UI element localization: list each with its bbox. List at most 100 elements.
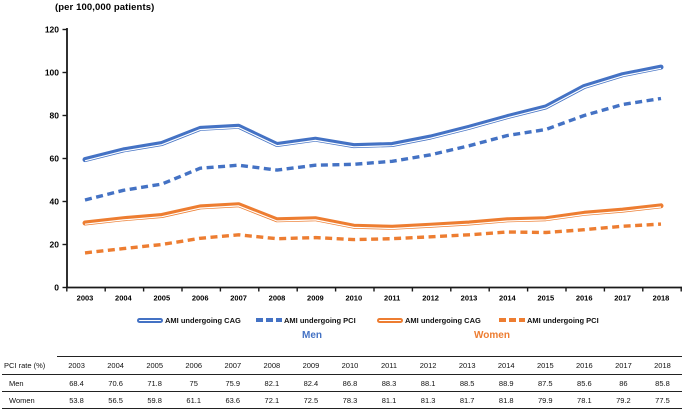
y-axis-tick-label: 80 xyxy=(50,111,60,121)
y-axis-tick-label: 40 xyxy=(50,197,60,207)
legend-group-women: Women xyxy=(474,330,510,341)
table-year-header: 2017 xyxy=(603,356,643,375)
series-line-men-cag xyxy=(82,64,664,163)
x-axis-year-label: 2014 xyxy=(499,294,517,303)
legend-group-men: Men xyxy=(302,330,322,341)
table-cell: 78.1 xyxy=(564,391,604,409)
x-axis-year-label: 2013 xyxy=(461,294,478,303)
table-cell: 88.9 xyxy=(486,374,526,392)
x-axis-year-label: 2010 xyxy=(345,294,362,303)
y-axis-tick-label: 120 xyxy=(45,25,59,35)
table-cell: 81.1 xyxy=(369,391,409,409)
trend-line-chart: 0 20 40 60 80 100 120 2003 2004 2005 2006 2007 2008 2… xyxy=(45,25,682,303)
table-cell: 71.8 xyxy=(135,374,175,392)
x-axis-year-label: 2016 xyxy=(576,294,593,303)
dashed-line-marker-icon xyxy=(499,318,525,322)
y-axis-tick-label: 0 xyxy=(54,283,59,293)
series-line-inner-highlight xyxy=(84,67,662,162)
table-cell: 75 xyxy=(174,374,214,392)
legend-entry-men-pci: AMI undergoing PCI xyxy=(256,314,356,326)
table-row-label: Men xyxy=(2,374,57,392)
series-line-women-cag xyxy=(82,202,664,230)
table-row-label: Women xyxy=(2,391,57,409)
table-cell: 56.5 xyxy=(96,391,136,409)
table-cell: 68.4 xyxy=(57,374,97,392)
table-cell: 87.5 xyxy=(525,374,565,392)
y-axis-tick-label: 60 xyxy=(50,154,60,164)
table-year-header: 2013 xyxy=(447,356,487,375)
table-cell: 85.8 xyxy=(642,374,682,392)
legend-label: AMI undergoing CAG xyxy=(405,315,481,325)
series-line-women-pci xyxy=(84,222,662,255)
table-cell: 70.6 xyxy=(96,374,136,392)
x-axis-year-label: 2012 xyxy=(422,294,439,303)
x-axis-year-label: 2007 xyxy=(230,294,247,303)
x-axis-year-label: 2011 xyxy=(384,294,400,303)
x-axis-year-label: 2004 xyxy=(115,294,133,303)
x-axis-year-label: 2006 xyxy=(192,294,209,303)
series-line-inner-highlight xyxy=(84,205,662,230)
x-axis-year-label: 2017 xyxy=(614,294,631,303)
table-cell: 63.6 xyxy=(213,391,253,409)
x-axis-year-label: 2008 xyxy=(269,294,286,303)
table-row: Women 53.8 56.5 59.8 61.1 63.6 72.1 72.5 78.3 81.… xyxy=(2,391,682,409)
table-corner-header: PCI rate (%) xyxy=(2,356,57,375)
table-cell: 79.9 xyxy=(525,391,565,409)
table-cell: 79.2 xyxy=(603,391,643,409)
table-cell: 72.1 xyxy=(252,391,292,409)
table-header-row: PCI rate (%) 2003 2004 2005 2006 2007 2008 200… xyxy=(2,356,682,375)
table-year-header: 2010 xyxy=(330,356,370,375)
table-year-header: 2014 xyxy=(486,356,526,375)
y-axis-tick-label: 20 xyxy=(50,240,60,250)
table-cell: 88.5 xyxy=(447,374,487,392)
pci-rate-table: PCI rate (%) 2003 2004 2005 2006 2007 2008 200… xyxy=(2,356,682,409)
table-year-header: 2009 xyxy=(291,356,331,375)
table-cell: 75.9 xyxy=(213,374,253,392)
table-year-header: 2012 xyxy=(408,356,448,375)
table-year-header: 2004 xyxy=(96,356,136,375)
table-year-header: 2003 xyxy=(57,356,97,375)
x-axis-year-label: 2003 xyxy=(77,294,94,303)
table-year-header: 2015 xyxy=(525,356,565,375)
dashed-line-marker-icon xyxy=(256,318,282,322)
x-axis-year-label: 2018 xyxy=(653,294,670,303)
table-cell: 88.3 xyxy=(369,374,409,392)
table-cell: 81.8 xyxy=(486,391,526,409)
table-year-header: 2008 xyxy=(252,356,292,375)
table-cell: 78.3 xyxy=(330,391,370,409)
table-cell: 86.8 xyxy=(330,374,370,392)
table-cell: 77.5 xyxy=(642,391,682,409)
table-cell: 81.7 xyxy=(447,391,487,409)
x-axis-year-label: 2009 xyxy=(307,294,324,303)
x-axis-year-label: 2005 xyxy=(153,294,170,303)
table-cell: 61.1 xyxy=(174,391,214,409)
table-year-header: 2005 xyxy=(135,356,175,375)
solid-line-marker-icon xyxy=(377,317,403,323)
y-axis-tick-label: 100 xyxy=(45,68,59,78)
table-cell: 86 xyxy=(603,374,643,392)
table-year-header: 2006 xyxy=(174,356,214,375)
x-axis-year-label: 2015 xyxy=(537,294,554,303)
table-cell: 81.3 xyxy=(408,391,448,409)
table-year-header: 2011 xyxy=(369,356,409,375)
legend-entry-men-cag: AMI undergoing CAG xyxy=(137,314,241,326)
legend-label: AMI undergoing PCI xyxy=(284,315,356,325)
legend-entry-women-pci: AMI undergoing PCI xyxy=(499,314,599,326)
table-cell: 59.8 xyxy=(135,391,175,409)
series-line-men-pci xyxy=(84,96,662,202)
table-cell: 88.1 xyxy=(408,374,448,392)
table-cell: 72.5 xyxy=(291,391,331,409)
legend-entry-women-cag: AMI undergoing CAG xyxy=(377,314,481,326)
table-cell: 85.6 xyxy=(564,374,604,392)
table-year-header: 2016 xyxy=(564,356,604,375)
legend-label: AMI undergoing PCI xyxy=(527,315,599,325)
y-axis-title: (per 100,000 patients) xyxy=(55,2,155,13)
table-row: Men 68.4 70.6 71.8 75 75.9 82.1 82.4 86.8 88.3 88.… xyxy=(2,374,682,392)
table-cell: 53.8 xyxy=(57,391,97,409)
table-cell: 82.4 xyxy=(291,374,331,392)
table-year-header: 2018 xyxy=(642,356,682,375)
solid-line-marker-icon xyxy=(137,317,163,323)
legend-label: AMI undergoing CAG xyxy=(165,315,241,325)
table-cell: 82.1 xyxy=(252,374,292,392)
